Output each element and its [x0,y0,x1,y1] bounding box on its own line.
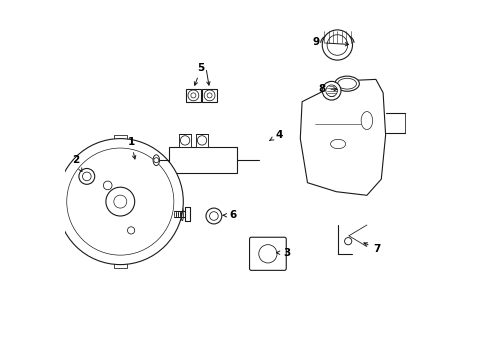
Circle shape [322,30,352,60]
Polygon shape [300,80,385,195]
Circle shape [57,139,183,265]
FancyBboxPatch shape [249,237,285,270]
Bar [202,89,217,102]
Circle shape [153,158,159,163]
Circle shape [205,208,222,224]
Ellipse shape [334,76,359,91]
Text: 6: 6 [223,210,236,220]
Circle shape [79,168,95,184]
Text: 3: 3 [276,248,290,258]
Circle shape [206,93,212,98]
Circle shape [114,195,126,208]
Text: 2: 2 [72,155,82,171]
Bar [196,134,208,147]
Ellipse shape [330,139,345,149]
Bar [114,135,126,141]
Circle shape [197,136,206,145]
Bar [185,89,201,102]
Circle shape [103,181,112,190]
Ellipse shape [258,245,276,263]
Circle shape [106,187,134,216]
Circle shape [325,85,337,96]
Ellipse shape [361,112,372,130]
Text: 9: 9 [312,37,348,48]
Circle shape [82,172,91,181]
Circle shape [190,93,196,98]
Circle shape [322,81,340,100]
Circle shape [209,212,218,220]
Bar [114,262,126,268]
Circle shape [204,90,215,101]
Circle shape [344,238,351,245]
Circle shape [127,227,134,234]
Bar [179,134,191,147]
Bar [168,147,237,173]
Circle shape [180,136,189,145]
Ellipse shape [337,78,356,89]
Text: 4: 4 [269,130,282,140]
Text: 7: 7 [363,243,380,254]
Text: 1: 1 [127,137,136,159]
Circle shape [326,35,347,55]
Ellipse shape [153,155,159,166]
Text: 5: 5 [194,63,204,85]
Text: 8: 8 [318,84,336,94]
Circle shape [187,90,199,101]
Circle shape [67,148,174,255]
